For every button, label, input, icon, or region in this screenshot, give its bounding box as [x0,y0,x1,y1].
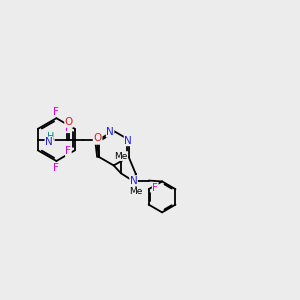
Text: Me: Me [129,187,142,196]
Text: N: N [106,127,114,137]
Text: F: F [152,183,158,193]
Text: F: F [65,123,71,133]
Text: N: N [94,134,102,144]
Text: O: O [93,134,101,143]
Text: F: F [53,107,59,117]
Text: N: N [124,136,132,146]
Text: F: F [53,163,59,172]
Text: F: F [65,146,71,157]
Text: N: N [45,137,53,147]
Text: Me: Me [114,152,128,160]
Text: N: N [130,176,137,186]
Text: O: O [64,117,73,128]
Text: H: H [46,132,54,142]
